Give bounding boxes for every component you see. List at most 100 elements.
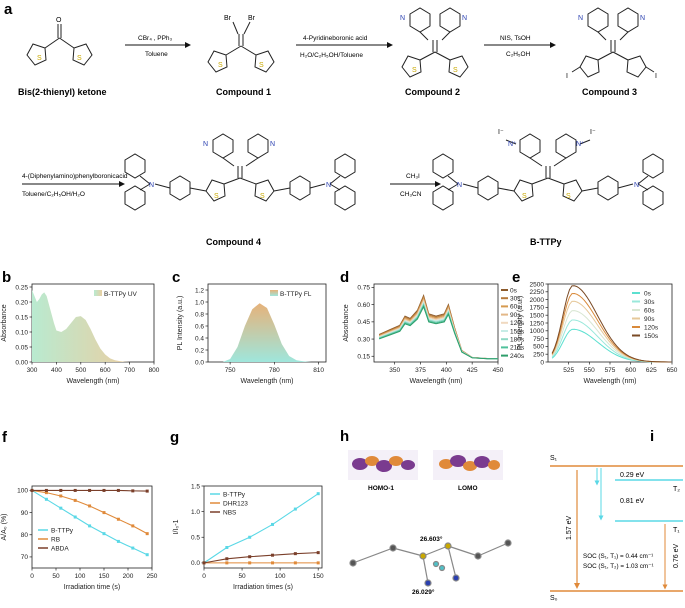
x-tick-label: 600 xyxy=(100,367,111,374)
condition-r1-bottom: Toluene xyxy=(145,51,168,58)
legend-label-30s: 30s xyxy=(510,296,521,303)
y-tick-label: 2250 xyxy=(530,289,545,296)
y-tick-label: 0.6 xyxy=(195,323,204,330)
condition-r2-bottom: H₂O/C₂H₅OH/Toluene xyxy=(300,52,363,59)
legend-label-60s: 60s xyxy=(510,304,521,311)
atom-nitrogen: N xyxy=(457,182,462,189)
gap-s1-t2: 0.29 eV xyxy=(620,472,644,479)
data-point-NBS xyxy=(271,553,275,557)
y-tick-label: 0.15 xyxy=(357,354,370,361)
plot-frame xyxy=(373,283,499,363)
data-point-NBS xyxy=(225,557,229,561)
y-axis-label: PL Intensity (a.u.) xyxy=(177,296,184,351)
data-point-RB xyxy=(44,491,48,495)
panel-label-a: a xyxy=(4,1,13,18)
compound-2-structure xyxy=(401,7,469,78)
series-line-B-TTPy xyxy=(31,489,148,556)
compound-label-start: Bis(2-thienyl) ketone xyxy=(18,87,107,97)
gap-s1-s0: 1.57 eV xyxy=(566,516,573,540)
data-point-B-TTPy xyxy=(73,515,77,519)
y-tick-label: 0.15 xyxy=(15,314,28,321)
atom-sulfur: S xyxy=(259,62,264,69)
panel-i-energy-diagram: i S₁ S₀ T₂ T₁ 1.57 eV 0.29 eV 0.81 eV 0.… xyxy=(550,428,683,602)
compound-label-4: Compound 4 xyxy=(206,237,261,247)
chart-d-absorbance-time: d 350 375 400 425 450 0.15 0.30 0.45 0.60 0.75 Wave… xyxy=(340,269,525,385)
t2-label: T₂ xyxy=(673,486,680,493)
legend-label-150s: 150s xyxy=(510,328,525,335)
atom-sulfur: S xyxy=(412,67,417,74)
gap-t1-s0: 0.76 eV xyxy=(673,544,680,568)
s1-label: S₁ xyxy=(550,455,558,462)
b-ttpy-structure xyxy=(432,133,664,211)
y-tick-label: 250 xyxy=(533,352,544,359)
data-point-ABDA xyxy=(73,488,77,492)
y-tick-label: 0.25 xyxy=(15,284,28,291)
data-point-DHR123 xyxy=(225,561,229,565)
y-tick-label: 750 xyxy=(533,336,544,343)
y-tick-label: 500 xyxy=(533,344,544,351)
legend-swatch-fl xyxy=(270,290,278,296)
condition-r2-top: 4-Pyridineboronic acid xyxy=(303,35,368,42)
x-tick-label: 575 xyxy=(605,367,616,374)
legend-label-240s: 240s xyxy=(510,353,525,360)
compound-4-structure xyxy=(124,133,356,211)
legend-label-B-TTPy: B-TTPy xyxy=(51,527,74,534)
panel-label-e: e xyxy=(512,269,520,286)
y-tick-label: 0.0 xyxy=(191,560,200,567)
x-tick-label: 50 xyxy=(238,573,246,580)
compound-label-3: Compound 3 xyxy=(582,87,637,97)
s0-label: S₀ xyxy=(550,595,558,602)
plot-frame xyxy=(547,283,673,363)
legend-label-NBS: NBS xyxy=(223,509,237,516)
x-tick-label: 450 xyxy=(493,367,504,374)
data-point-NBS xyxy=(248,555,252,559)
legend-label-uv: B-TTPy UV xyxy=(104,291,138,298)
compound-3-structure xyxy=(571,7,655,78)
legend-label-180s: 180s xyxy=(510,337,525,344)
x-tick-label: 400 xyxy=(441,367,452,374)
condition-r3-top: NIS, TsOH xyxy=(500,35,531,42)
compound-1-structure xyxy=(207,21,275,73)
data-point-B-TTPy xyxy=(271,522,275,526)
y-tick-label: 1.5 xyxy=(191,483,200,490)
y-tick-label: 0.00 xyxy=(15,359,28,366)
x-tick-label: 700 xyxy=(124,367,135,374)
lumo-label: LOMO xyxy=(458,485,478,492)
y-tick-label: 0.5 xyxy=(191,535,200,542)
homo-label: HOMO-1 xyxy=(368,485,394,492)
panel-label-d: d xyxy=(340,269,349,286)
y-tick-label: 1.0 xyxy=(191,509,200,516)
dihedral-angle-2: 26.029° xyxy=(412,588,435,596)
atom-sulfur: S xyxy=(453,67,458,74)
x-tick-label: 750 xyxy=(225,367,236,374)
legend-label-30s: 30s xyxy=(644,299,655,306)
x-tick-label: 100 xyxy=(275,573,286,580)
x-tick-label: 810 xyxy=(313,367,324,374)
legend-swatch-uv xyxy=(94,290,102,296)
x-tick-label: 150 xyxy=(313,573,324,580)
atom-bromine: Br xyxy=(248,15,256,22)
data-point-DHR123 xyxy=(271,561,275,565)
atom-nitrogen: N xyxy=(149,182,154,189)
synthesis-scheme: a O S S Bis(2-thienyl) ketone CBr₄ , PPh… xyxy=(4,1,664,247)
data-point-RB xyxy=(131,524,135,528)
data-point-RB xyxy=(88,504,92,508)
y-tick-label: 1500 xyxy=(530,313,545,320)
data-point-ABDA xyxy=(131,489,135,493)
x-tick-label: 200 xyxy=(123,573,134,580)
compound-label-1: Compound 1 xyxy=(216,87,271,97)
y-tick-label: 0.10 xyxy=(15,329,28,336)
legend-label-0s: 0s xyxy=(644,290,652,297)
atom-sulfur: S xyxy=(218,62,223,69)
condition-r5-bottom: CH₃CN xyxy=(400,191,422,198)
y-tick-label: 0.05 xyxy=(15,344,28,351)
y-tick-label: 0.30 xyxy=(357,336,370,343)
series-line-240s xyxy=(378,305,498,360)
y-axis-label: A/A₀ (%) xyxy=(1,513,8,540)
data-point-NBS xyxy=(293,552,297,556)
data-point-B-TTPy xyxy=(145,553,149,557)
legend-label-120s: 120s xyxy=(644,324,659,331)
atom-nitrogen: N xyxy=(326,182,331,189)
x-tick-label: 650 xyxy=(667,367,678,374)
y-tick-label: 0.20 xyxy=(15,299,28,306)
